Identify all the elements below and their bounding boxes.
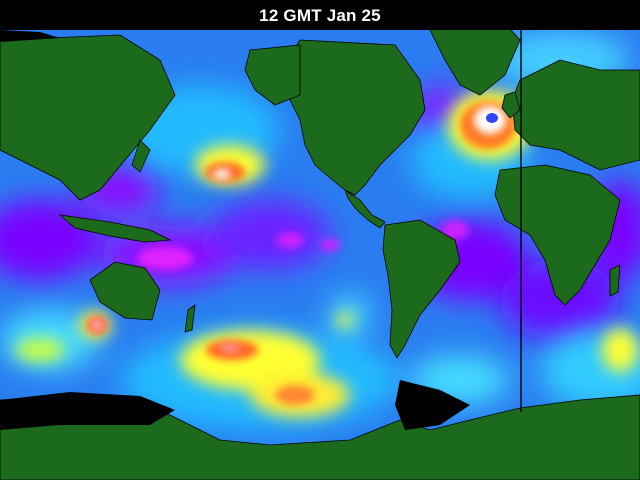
japan (131, 139, 151, 173)
storm-eye-atlantic (486, 113, 498, 123)
no-data-areas (0, 0, 640, 430)
south-america (382, 219, 461, 359)
land-masses (0, 17, 640, 480)
magenta-patches (137, 220, 469, 270)
indonesia (58, 214, 172, 243)
africa (494, 164, 621, 306)
central-america (344, 188, 386, 229)
new-zealand (184, 304, 196, 333)
british-isles (501, 91, 521, 119)
australia (89, 261, 161, 321)
asia (0, 34, 176, 201)
europe (511, 59, 640, 171)
map-title: 12 GMT Jan 25 (259, 6, 381, 25)
madagascar (609, 264, 621, 297)
alaska (244, 44, 301, 106)
